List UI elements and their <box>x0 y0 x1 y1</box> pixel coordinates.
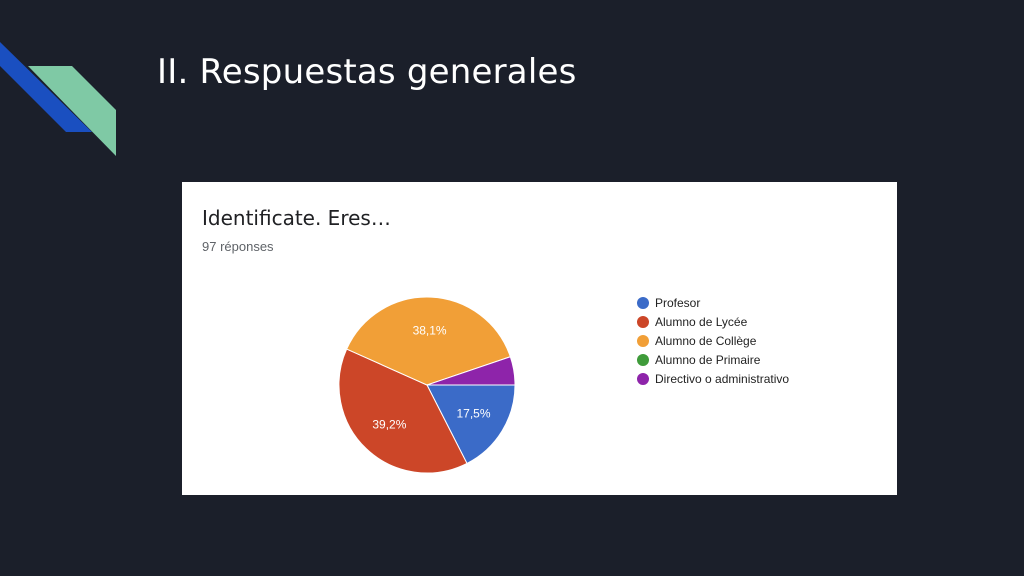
pie-slice-0 <box>426 384 516 465</box>
legend-item-0: Profesor <box>637 293 789 312</box>
legend-label: Alumno de Lycée <box>655 314 748 329</box>
green-stripe <box>28 66 116 156</box>
legend-item-3: Alumno de Primaire <box>637 350 789 369</box>
chart-card: Identificate. Eres… 97 réponses 17,5% 39,… <box>182 182 897 495</box>
pie-slice-label-2: 38,1% <box>413 324 447 338</box>
pie-chart: 17,5% 39,2% 38,1% <box>338 296 516 474</box>
legend-label: Alumno de Primaire <box>655 352 761 367</box>
legend-swatch <box>637 353 649 366</box>
legend-label: Alumno de Collège <box>655 333 757 348</box>
response-count: 97 réponses <box>202 239 274 254</box>
legend-item-1: Alumno de Lycée <box>637 312 789 331</box>
pie-slice-2 <box>346 296 511 386</box>
legend-label: Directivo o administrativo <box>655 371 790 386</box>
legend-swatch <box>637 315 649 328</box>
pie-slice-label-0: 17,5% <box>456 407 490 421</box>
pie-slice-label-1: 39,2% <box>372 418 406 432</box>
legend-swatch <box>637 372 649 385</box>
chart-legend: Profesor Alumno de Lycée Alumno de Collège… <box>637 293 789 388</box>
legend-item-4: Directivo o administrativo <box>637 369 789 388</box>
legend-swatch <box>637 296 649 309</box>
form-question-title: Identificate. Eres… <box>202 206 391 230</box>
pie-slice-4 <box>426 356 516 386</box>
pie-slice-1 <box>338 348 468 474</box>
corner-decoration <box>0 42 116 156</box>
legend-item-2: Alumno de Collège <box>637 331 789 350</box>
legend-swatch <box>637 334 649 347</box>
legend-label: Profesor <box>655 295 701 310</box>
slide-title: II. Respuestas generales <box>157 52 577 92</box>
blue-stripe <box>0 42 92 132</box>
